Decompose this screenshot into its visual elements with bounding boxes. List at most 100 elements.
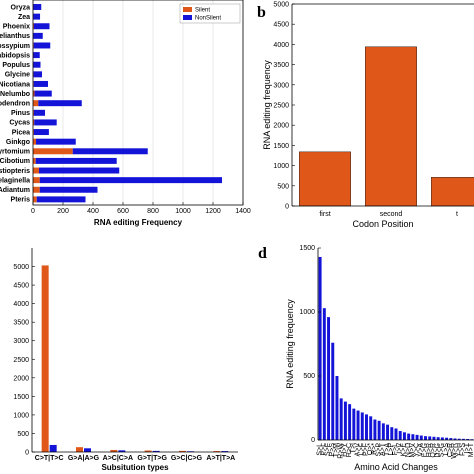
- bar-nonsilent: [36, 138, 76, 145]
- y-tick-label: 2000: [13, 375, 29, 382]
- bar: [365, 46, 417, 207]
- x-tick-label: S>P: [375, 443, 382, 457]
- x-tick-label: I>V: [396, 443, 403, 454]
- bar: [440, 437, 444, 440]
- bar: [424, 436, 427, 440]
- bar-nonsilent: [36, 196, 86, 203]
- bar: [407, 433, 411, 440]
- bar: [360, 412, 364, 440]
- bar-nonsilent: [39, 186, 98, 193]
- x-tick-label: G>C|C>G: [171, 455, 203, 462]
- bar-nonsilent: [33, 32, 43, 39]
- x-tick-label: A>V: [354, 443, 361, 457]
- bar: [327, 317, 331, 440]
- legend-label: NonSilent: [195, 16, 221, 22]
- bar: [415, 434, 419, 440]
- category-label: rabidopsis: [0, 52, 30, 59]
- bar: [390, 427, 394, 440]
- y-axis-label: RNA editing frequency: [262, 60, 272, 150]
- bar: [394, 428, 398, 440]
- bar-series-1: [179, 450, 186, 452]
- x-tick-label: F>L: [392, 443, 399, 455]
- x-tick-label: H>Y: [342, 443, 349, 457]
- bar: [369, 416, 373, 440]
- y-tick-label: 5000: [13, 264, 29, 271]
- category-label: Pteris: [11, 197, 31, 204]
- x-tick-label: first: [319, 211, 330, 218]
- y-tick-label: 3000: [273, 82, 289, 89]
- y-tick-label: 500: [303, 373, 315, 380]
- x-tick-label: S>G: [439, 443, 446, 457]
- category-label: Glycine: [5, 72, 30, 79]
- x-tick-label: D>G: [434, 443, 441, 458]
- x-tick-label: I>T: [464, 442, 471, 453]
- bar: [445, 437, 449, 440]
- bar: [411, 434, 415, 440]
- bar-nonsilent: [33, 129, 49, 136]
- bar: [432, 436, 436, 440]
- category-label: Adiantum: [0, 187, 30, 194]
- bar-series-1: [110, 449, 118, 452]
- bar: [352, 408, 356, 440]
- x-tick-label: 1000: [175, 208, 191, 215]
- legend-swatch: [183, 7, 192, 12]
- category-label: Cycas: [9, 120, 30, 127]
- y-tick-label: 1000: [13, 412, 29, 419]
- x-tick-label: W>R: [451, 443, 458, 459]
- bar: [377, 420, 381, 440]
- x-tick-label: 800: [147, 208, 159, 215]
- x-tick-label: R>C: [346, 443, 353, 457]
- bar-nonsilent: [33, 109, 45, 116]
- bar: [335, 376, 339, 440]
- category-label: Nelumbo: [0, 91, 30, 98]
- bar: [343, 401, 347, 440]
- chart-d: S>LP>LS>FP>ST>MR>WH>YR>CT>IA>VL>FP>FQ>*R…: [285, 245, 474, 472]
- bar-silent: [33, 90, 35, 97]
- y-tick-label: 1500: [273, 143, 289, 150]
- x-tick-label: Q>R: [430, 443, 437, 458]
- bar: [386, 424, 390, 440]
- y-tick-label: 500: [277, 183, 289, 190]
- category-label: Populus: [2, 62, 30, 69]
- bar-series-2: [49, 444, 57, 452]
- x-tick-label: 200: [57, 208, 69, 215]
- x-tick-label: F>S: [460, 443, 467, 456]
- bar-nonsilent: [39, 177, 222, 184]
- category-label: Cyrtomium: [0, 149, 30, 156]
- chart-b: first second t 0 500 1000 1500 2000 2500 3000 3500…: [262, 2, 474, 229]
- category-label: Cibotium: [0, 158, 30, 165]
- y-tick-label: 3500: [273, 62, 289, 69]
- y-tick-label: 1000: [299, 309, 315, 316]
- y-tick-label: 4000: [273, 42, 289, 49]
- bar: [373, 419, 377, 440]
- bar-series-2: [84, 448, 91, 452]
- bar: [449, 438, 453, 440]
- bar-silent: [33, 157, 36, 164]
- bar: [339, 398, 343, 440]
- bar-silent: [33, 196, 37, 203]
- bar-silent: [33, 138, 36, 145]
- bar: [381, 423, 385, 440]
- x-tick-label: 400: [87, 208, 99, 215]
- category-label: Nicotiana: [0, 81, 30, 88]
- category-label: Oryza: [11, 4, 31, 11]
- x-tick-label: K>E: [401, 443, 408, 457]
- x-tick-label: A>T|T>A: [206, 455, 235, 462]
- plot-frame: [32, 0, 244, 206]
- y-tick-label: 1500: [13, 394, 29, 401]
- x-tick-label: Y>C: [413, 443, 420, 457]
- bar-nonsilent: [34, 90, 52, 97]
- y-tick-label: 2500: [273, 103, 289, 110]
- category-label: Phoenix: [3, 24, 30, 31]
- x-tick-label: second: [380, 211, 403, 218]
- bar-series-2: [152, 450, 160, 452]
- bar: [419, 435, 423, 440]
- x-tick-label: 600: [117, 208, 129, 215]
- x-tick-label: N>D: [405, 443, 412, 457]
- bar-nonsilent: [33, 13, 41, 20]
- legend-label: Silent: [195, 8, 210, 14]
- bar: [398, 431, 402, 440]
- bar: [365, 414, 368, 440]
- bar-series-1: [213, 451, 221, 452]
